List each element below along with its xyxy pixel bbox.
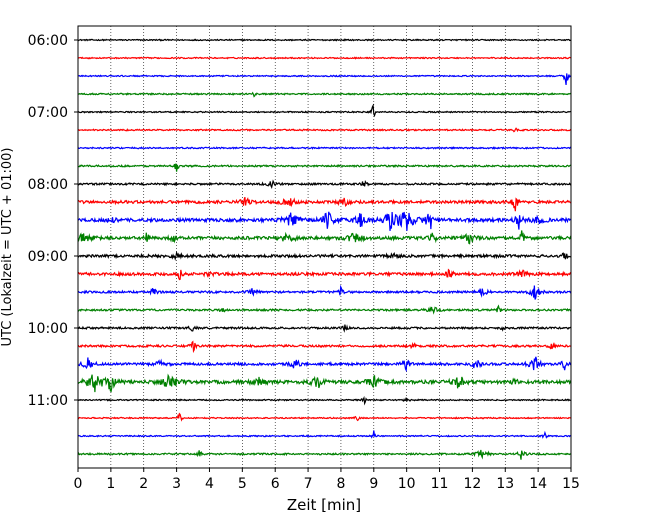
x-tick-label: 0 xyxy=(74,476,83,492)
trace-line xyxy=(77,196,572,212)
x-tick-label: 8 xyxy=(336,476,345,492)
trace-line xyxy=(77,251,572,262)
y-tick-label: 09:00 xyxy=(28,249,68,265)
y-tick-label: 08:00 xyxy=(28,177,68,193)
trace-line xyxy=(77,56,572,60)
trace-line xyxy=(77,230,572,245)
trace-line xyxy=(77,449,572,460)
x-axis-label: Zeit [min] xyxy=(287,496,361,514)
x-axis-ticks: 0 1 2 3 4 5 6 7 8 9 10 11 12 13 14 15 xyxy=(74,468,580,492)
plot-frame xyxy=(77,25,572,469)
x-tick-label: 15 xyxy=(562,476,580,492)
trace-line xyxy=(77,268,572,281)
trace-line xyxy=(77,412,572,422)
trace-line xyxy=(77,103,572,118)
trace-line xyxy=(77,127,572,133)
trace-line xyxy=(77,356,572,373)
y-axis-label: UTC (Lokalzeit = UTC + 01:00) xyxy=(0,148,15,347)
y-tick-label: 11:00 xyxy=(28,393,68,409)
trace-line xyxy=(77,211,572,231)
y-tick-label: 07:00 xyxy=(28,105,68,121)
x-tick-label: 14 xyxy=(529,476,547,492)
trace-line xyxy=(78,38,572,42)
trace-line xyxy=(77,73,572,86)
x-tick-label: 7 xyxy=(304,476,313,492)
x-tick-label: 6 xyxy=(271,476,280,492)
x-tick-label: 11 xyxy=(431,476,449,492)
trace-line xyxy=(77,163,572,172)
trace-line xyxy=(77,91,572,98)
x-tick-label: 9 xyxy=(369,476,378,492)
x-tick-label: 1 xyxy=(106,476,115,492)
y-tick-label: 06:00 xyxy=(28,33,68,49)
x-tick-label: 3 xyxy=(172,476,181,492)
trace-line xyxy=(77,373,572,393)
trace-line xyxy=(77,179,572,189)
trace-line xyxy=(77,324,572,333)
trace-line xyxy=(77,395,572,406)
trace-line xyxy=(77,430,572,439)
trace-line xyxy=(77,284,572,300)
x-tick-label: 12 xyxy=(463,476,481,492)
trace-line xyxy=(77,146,572,150)
x-tick-label: 5 xyxy=(238,476,247,492)
traces xyxy=(77,38,572,460)
x-tick-label: 2 xyxy=(139,476,148,492)
x-tick-label: 4 xyxy=(205,476,214,492)
trace-line xyxy=(77,304,572,315)
x-tick-label: 10 xyxy=(398,476,416,492)
y-axis-ticks: 06:00 07:00 08:00 09:00 10:00 11:00 xyxy=(28,33,78,409)
x-tick-label: 13 xyxy=(496,476,514,492)
trace-line xyxy=(77,340,572,354)
y-tick-label: 10:00 xyxy=(28,321,68,337)
